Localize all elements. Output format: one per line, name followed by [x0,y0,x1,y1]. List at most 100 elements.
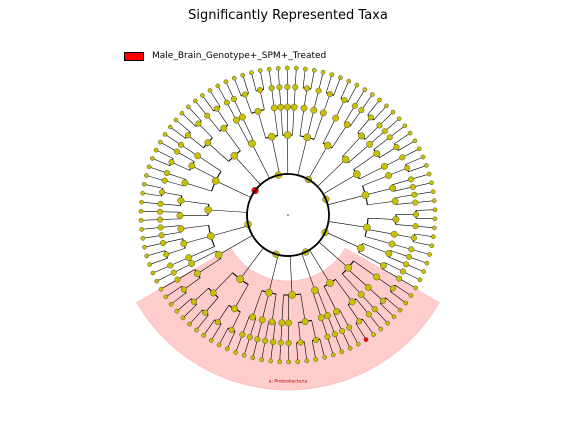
branch-line-65 [391,179,412,186]
node-phylum-1-class-1-order-1-family-0 [407,176,414,183]
branch-line-78 [367,217,396,220]
node-phylum-4-class-0-order-0-family-1 [297,339,304,346]
node-phylum-3-class-0-order-1-family-1 [339,328,346,335]
node-leaf-62 [180,315,186,321]
branch-line-23 [331,124,348,149]
node-leaf-54 [241,353,247,358]
branch-line-196 [213,272,233,294]
branch-line-122 [374,308,388,324]
branch-line-62 [408,165,427,173]
branch-line-233 [180,224,209,230]
node-leaf-40 [363,337,369,342]
node-phylum-6-class-0-order-0-family-1 [164,170,171,177]
node-phylum-4-class-1-order-1-family-0 [254,336,261,343]
branch-line-157 [298,322,301,343]
node-leaf-95 [240,72,246,78]
branch-line-119 [380,303,395,318]
branch-line-211 [183,277,201,290]
branch-line-229 [149,257,168,265]
branch-line-102 [358,252,384,266]
node-leaf-67 [154,278,160,284]
branch-line-183 [235,334,243,353]
branch-line-258 [184,182,212,192]
node-phylum-5-class-0-order-0 [193,270,201,278]
node-phylum-4-class-0-order-1-family-0 [285,339,292,346]
node-phylum-1-class-0-order-0-family-0 [386,134,393,141]
branch-line-181 [243,337,251,356]
branch-line-129 [368,314,381,330]
branch-line-173 [264,321,269,341]
branch-line-72 [414,191,434,196]
node-phylum-7-class-2-order-0-family-0 [276,84,283,91]
node-phylum-7-class-1-order-1-family-0 [268,85,275,92]
node-leaf-2 [320,69,326,75]
node-leaf-39 [371,332,376,337]
node-phylum-2-class-2-order-2 [357,291,365,298]
node-leaf-50 [277,359,283,365]
node-phylum-5-class-1-order-1 [180,240,188,247]
node-leaf-93 [223,79,229,85]
branch-line-104 [384,262,404,272]
branch-line-3 [299,108,305,136]
branch-line-67 [393,186,413,192]
branch-line-293 [202,95,214,112]
branch-line-230 [146,250,166,257]
node-leaf-96 [249,70,254,75]
node-leaf-34 [403,300,409,306]
branch-line-101 [406,264,424,272]
branch-line-110 [353,260,377,278]
branch-line-36 [373,105,387,121]
node-leaf-99 [275,66,281,71]
node-phylum-0-class-0-order-0-family-0 [303,85,310,92]
node-leaf-46 [313,357,319,362]
branch-line-14 [325,74,333,93]
branch-line-145 [312,291,322,318]
node-leaf-72 [140,235,146,241]
branch-line-93 [411,249,430,255]
node-phylum-4-class-2-order-1-family-1 [190,298,197,305]
branch-line-11 [313,112,324,140]
node-phylum-7-class-2-order-0 [277,103,285,111]
branch-line-144 [334,334,343,352]
node-leaf-0 [303,66,308,72]
node-leaf-20 [429,180,434,186]
node-phylum-6-class-0 [211,177,220,185]
node-leaf-78 [141,181,147,187]
node-phylum-5-class-1-order-1-family-0 [163,251,170,258]
node-phylum-2-class-1-order-1 [380,262,387,270]
node-leaf-74 [138,217,144,223]
node-phylum-5-class-1-order-2 [177,225,185,233]
node-phylum-6-class-1 [230,151,239,160]
branch-line-268 [152,158,170,166]
node-phylum-2-class-1-order-0-family-1 [403,261,410,268]
branch-line-245 [160,211,181,213]
node-leaf-65 [163,294,169,300]
node-phylum-0-class-2-order-1-family-0 [381,128,388,135]
node-leaf-18 [424,163,429,168]
node-phylum-2-class-1-order-1-family-1 [396,275,403,282]
node-phylum-0-class-2-order-0 [358,132,365,140]
node-phylum-3-class-1-order-0 [324,312,331,319]
node-phylum-1-class-1-order-1 [389,184,397,192]
node-leaf-55 [233,350,238,355]
node-leaf-12 [396,116,402,122]
node-phylum-4-class-1-order-2 [249,313,257,321]
node-phylum-7-class-2-order-1 [284,103,291,111]
node-phylum-0-class-0-order-1-family-0 [315,87,322,94]
branch-line-120 [341,273,362,295]
node-phylum-5-class-0-order-1-family-0 [170,269,177,276]
branch-line-204 [182,304,197,319]
branch-line-63 [365,187,393,196]
node-phylum-1-class-1-order-2-family-1 [412,199,419,206]
node-phylum-0-class-0-order-0 [300,104,308,112]
node-phylum-6-class-1-order-0-family-0 [184,132,191,139]
branch-line-140 [301,253,316,291]
branch-line-256 [215,180,252,198]
branch-line-192 [217,305,230,323]
node-phylum-2-class-1-order-1-family-0 [399,268,406,275]
branch-line-49 [379,146,397,158]
node-leaf-36 [391,314,397,320]
branch-line-89 [414,233,434,238]
branch-line-249 [160,203,181,206]
branch-line-90 [413,241,432,247]
